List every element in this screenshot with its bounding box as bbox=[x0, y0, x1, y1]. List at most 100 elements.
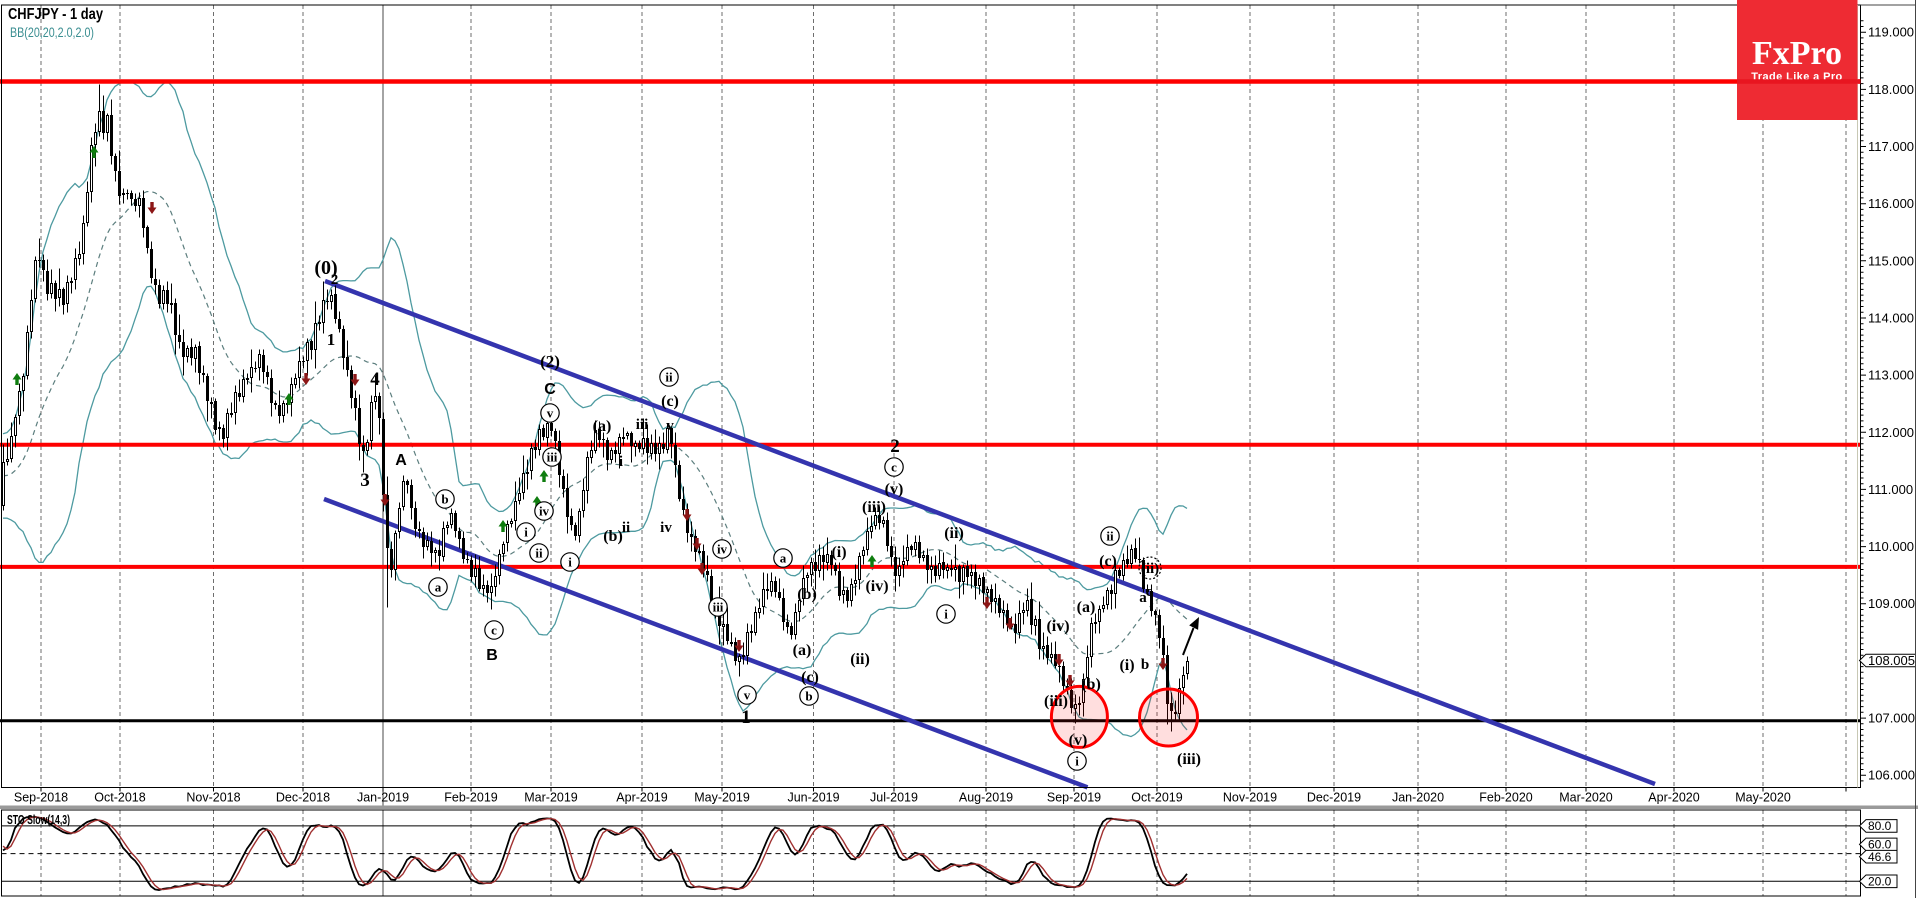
svg-text:May-2020: May-2020 bbox=[1735, 791, 1791, 805]
svg-text:(a): (a) bbox=[1077, 599, 1096, 616]
svg-text:ii: ii bbox=[1106, 529, 1114, 544]
svg-text:Dec-2019: Dec-2019 bbox=[1307, 791, 1361, 805]
svg-text:(c): (c) bbox=[801, 669, 819, 686]
svg-text:20.0: 20.0 bbox=[1868, 875, 1892, 889]
svg-text:v: v bbox=[547, 406, 554, 421]
svg-text:BB(20,20,2.0,2.0): BB(20,20,2.0,2.0) bbox=[10, 25, 94, 40]
svg-text:(i): (i) bbox=[831, 544, 846, 561]
svg-text:a: a bbox=[780, 551, 787, 566]
svg-text:3: 3 bbox=[360, 470, 370, 491]
svg-text:4: 4 bbox=[370, 369, 380, 390]
svg-text:a: a bbox=[1139, 590, 1147, 606]
svg-text:Oct-2018: Oct-2018 bbox=[94, 791, 145, 805]
svg-text:(i): (i) bbox=[1119, 657, 1134, 674]
svg-text:110.000: 110.000 bbox=[1868, 539, 1914, 554]
svg-text:v: v bbox=[666, 418, 674, 434]
svg-text:113.000: 113.000 bbox=[1868, 368, 1914, 383]
svg-text:iv: iv bbox=[539, 504, 550, 519]
svg-text:Jan-2019: Jan-2019 bbox=[357, 791, 409, 805]
svg-text:(v): (v) bbox=[1069, 732, 1088, 749]
svg-text:ii: ii bbox=[535, 546, 543, 561]
svg-text:C: C bbox=[544, 381, 556, 398]
svg-text:(ii): (ii) bbox=[850, 651, 870, 668]
svg-text:(a): (a) bbox=[793, 642, 812, 659]
svg-text:1: 1 bbox=[327, 330, 336, 349]
svg-text:i: i bbox=[524, 525, 528, 540]
svg-text:(c): (c) bbox=[661, 393, 679, 410]
svg-text:46.6: 46.6 bbox=[1868, 850, 1892, 864]
svg-text:v: v bbox=[744, 688, 751, 703]
svg-text:107.000: 107.000 bbox=[1868, 711, 1915, 726]
svg-text:iii: iii bbox=[713, 600, 724, 615]
svg-text:112.000: 112.000 bbox=[1868, 425, 1914, 440]
svg-text:FxPro: FxPro bbox=[1752, 35, 1842, 72]
svg-text:Aug-2019: Aug-2019 bbox=[959, 791, 1013, 805]
svg-text:60.0: 60.0 bbox=[1868, 838, 1892, 852]
svg-text:i: i bbox=[944, 607, 948, 622]
svg-text:(v): (v) bbox=[885, 481, 904, 498]
svg-text:(iii): (iii) bbox=[1044, 693, 1068, 710]
svg-text:a: a bbox=[435, 580, 442, 595]
svg-text:iii: iii bbox=[636, 417, 649, 433]
svg-text:1: 1 bbox=[741, 707, 751, 728]
svg-text:c: c bbox=[891, 460, 897, 475]
svg-text:b: b bbox=[1141, 657, 1149, 673]
svg-text:117.000: 117.000 bbox=[1868, 139, 1914, 154]
svg-text:(ii): (ii) bbox=[1141, 561, 1159, 577]
svg-text:i: i bbox=[1075, 754, 1079, 769]
svg-text:Oct-2019: Oct-2019 bbox=[1131, 791, 1182, 805]
svg-text:2: 2 bbox=[331, 272, 339, 288]
svg-text:Nov-2018: Nov-2018 bbox=[186, 791, 240, 805]
svg-text:(ii): (ii) bbox=[944, 525, 964, 542]
svg-text:(a): (a) bbox=[593, 418, 612, 435]
svg-text:Mar-2019: Mar-2019 bbox=[524, 791, 578, 805]
svg-text:(iii): (iii) bbox=[862, 499, 886, 516]
svg-text:May-2019: May-2019 bbox=[694, 791, 750, 805]
svg-text:(iv): (iv) bbox=[865, 578, 888, 595]
svg-text:(b): (b) bbox=[1081, 676, 1101, 693]
svg-text:Sep-2019: Sep-2019 bbox=[1047, 791, 1101, 805]
svg-text:(iv): (iv) bbox=[1046, 618, 1069, 635]
svg-text:iv: iv bbox=[717, 542, 728, 557]
svg-text:(2): (2) bbox=[540, 352, 560, 371]
svg-text:106.000: 106.000 bbox=[1868, 768, 1915, 783]
svg-text:(iii): (iii) bbox=[1177, 751, 1201, 768]
svg-text:iv: iv bbox=[660, 520, 672, 536]
svg-text:B: B bbox=[486, 647, 498, 664]
svg-text:iii: iii bbox=[547, 450, 558, 465]
svg-text:Mar-2020: Mar-2020 bbox=[1559, 791, 1613, 805]
svg-text:CHFJPY - 1 day: CHFJPY - 1 day bbox=[8, 6, 103, 23]
svg-text:ii: ii bbox=[665, 370, 673, 385]
svg-text:108.005: 108.005 bbox=[1868, 653, 1915, 668]
svg-text:2: 2 bbox=[890, 436, 900, 457]
svg-text:119.000: 119.000 bbox=[1868, 25, 1914, 40]
svg-text:(b): (b) bbox=[603, 528, 623, 545]
svg-text:Dec-2018: Dec-2018 bbox=[276, 791, 330, 805]
svg-text:A: A bbox=[395, 452, 407, 469]
svg-text:111.000: 111.000 bbox=[1868, 482, 1913, 497]
svg-text:ii: ii bbox=[622, 520, 630, 536]
svg-text:(c): (c) bbox=[1099, 553, 1117, 570]
svg-text:(b): (b) bbox=[797, 586, 817, 603]
svg-text:i: i bbox=[619, 454, 623, 470]
svg-text:Jan-2020: Jan-2020 bbox=[1392, 791, 1444, 805]
svg-text:Nov-2019: Nov-2019 bbox=[1223, 791, 1277, 805]
svg-text:Jun-2019: Jun-2019 bbox=[787, 791, 839, 805]
svg-text:b: b bbox=[441, 492, 448, 507]
svg-text:c: c bbox=[1146, 584, 1153, 600]
svg-text:Jul-2019: Jul-2019 bbox=[870, 791, 918, 805]
svg-text:c: c bbox=[491, 623, 497, 638]
svg-text:116.000: 116.000 bbox=[1868, 196, 1914, 211]
svg-text:(0): (0) bbox=[314, 257, 337, 279]
svg-text:80.0: 80.0 bbox=[1868, 819, 1892, 833]
svg-text:Apr-2019: Apr-2019 bbox=[616, 791, 667, 805]
svg-text:115.000: 115.000 bbox=[1868, 253, 1914, 268]
svg-text:Apr-2020: Apr-2020 bbox=[1648, 791, 1699, 805]
svg-text:b: b bbox=[805, 689, 812, 704]
svg-text:118.000: 118.000 bbox=[1868, 82, 1914, 97]
svg-text:Sep-2018: Sep-2018 bbox=[14, 791, 68, 805]
svg-text:Feb-2020: Feb-2020 bbox=[1479, 791, 1533, 805]
svg-text:Feb-2019: Feb-2019 bbox=[444, 791, 498, 805]
svg-text:STO Slow(14,3): STO Slow(14,3) bbox=[7, 813, 70, 827]
svg-text:i: i bbox=[568, 555, 572, 570]
